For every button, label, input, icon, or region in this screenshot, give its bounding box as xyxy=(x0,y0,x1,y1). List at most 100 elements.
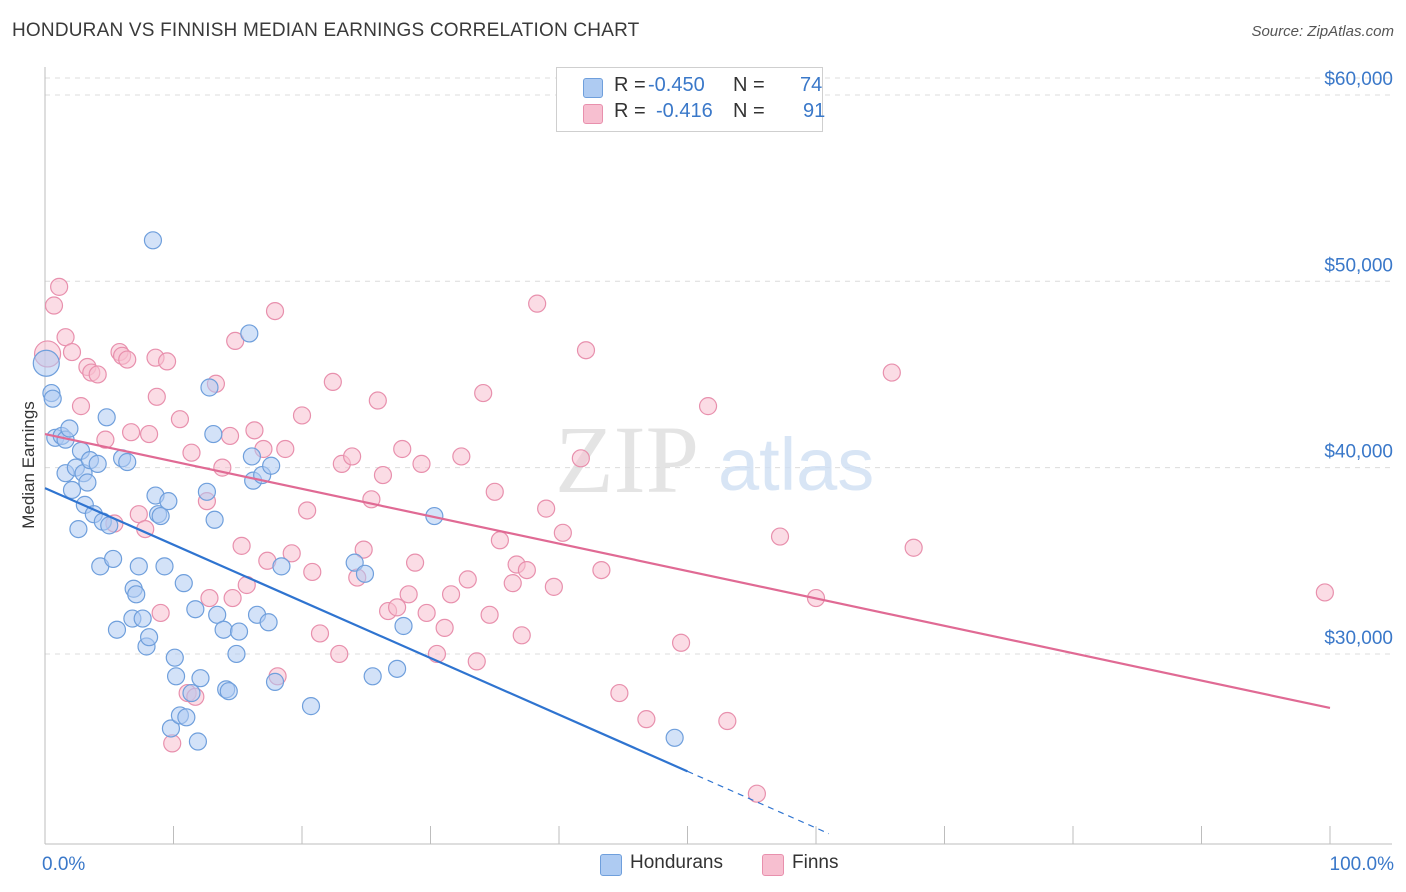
honduran-point xyxy=(219,682,238,701)
finn-point xyxy=(387,598,407,617)
x-tick-label: 100.0% xyxy=(1330,854,1395,875)
honduran-point xyxy=(104,549,123,569)
finns-trend-line xyxy=(44,432,1331,710)
finn-point xyxy=(88,365,107,384)
y-tick-label: $60,000 xyxy=(1324,69,1393,90)
y-tick-label: $50,000 xyxy=(1324,255,1393,276)
honduran-point xyxy=(107,620,127,639)
finn-point xyxy=(770,527,790,546)
finn-point xyxy=(368,391,387,410)
finn-point xyxy=(405,553,425,572)
finn-point xyxy=(50,277,69,296)
finn-point xyxy=(637,710,656,729)
finn-point xyxy=(1315,583,1334,602)
honduran-point xyxy=(166,667,186,686)
series-swatch-finns xyxy=(762,854,784,876)
finn-point xyxy=(323,372,342,391)
series-label-hondurans: Hondurans xyxy=(630,852,723,873)
legend-n-value-hondurans: 74 xyxy=(800,74,823,96)
honduran-point xyxy=(133,609,152,628)
finn-point xyxy=(458,570,477,589)
watermark-atlas: atlas xyxy=(718,423,874,506)
finn-point xyxy=(62,342,82,362)
honduran-point xyxy=(259,613,278,632)
correlation-legend: R = -0.450 N = 74 R = -0.416 N = 91 xyxy=(556,67,826,132)
honduran-point xyxy=(32,349,60,377)
honduran-point xyxy=(161,719,181,738)
finn-point xyxy=(592,560,611,580)
finn-point xyxy=(399,585,418,604)
honduran-point xyxy=(129,557,148,576)
honduran-point xyxy=(262,456,281,475)
source-credit: Source: ZipAtlas.com xyxy=(1251,23,1394,40)
finn-point xyxy=(71,397,91,416)
honduran-point xyxy=(182,683,201,703)
finn-point xyxy=(490,531,509,550)
series-label-finns: Finns xyxy=(792,852,839,873)
legend-swatch-finns xyxy=(583,104,603,124)
legend-swatch-hondurans xyxy=(583,78,603,98)
finn-point xyxy=(544,577,563,596)
honduran-point xyxy=(43,389,62,408)
finn-point xyxy=(571,449,590,468)
finn-point xyxy=(474,383,493,403)
finn-point xyxy=(441,585,461,604)
finn-point xyxy=(139,424,159,444)
finn-point xyxy=(467,652,486,671)
finn-point xyxy=(435,618,454,637)
finn-point xyxy=(223,588,242,608)
finns-points xyxy=(33,277,1334,803)
chart-title: HONDURAN VS FINNISH MEDIAN EARNINGS CORR… xyxy=(12,20,640,41)
finn-point xyxy=(417,603,436,623)
finn-point xyxy=(292,406,312,425)
finn-point xyxy=(485,482,504,501)
finn-point xyxy=(276,439,295,459)
honduran-point xyxy=(205,510,224,529)
finn-point xyxy=(480,605,499,624)
finn-point xyxy=(96,430,115,449)
honduran-point xyxy=(127,585,146,604)
honduran-point xyxy=(151,506,170,526)
honduran-point xyxy=(165,648,184,667)
finn-point xyxy=(265,301,285,321)
honduran-point xyxy=(62,480,82,500)
honduran-point xyxy=(118,452,137,472)
honduran-point xyxy=(174,574,193,593)
honduran-point xyxy=(78,473,97,492)
hondurans-trend-line xyxy=(44,487,688,773)
honduran-point xyxy=(214,620,233,639)
finn-point xyxy=(503,574,522,593)
finn-point xyxy=(200,588,219,608)
honduran-point xyxy=(272,557,291,576)
legend-r-label: R = xyxy=(614,74,646,96)
honduran-point xyxy=(60,419,79,438)
honduran-point xyxy=(143,231,163,250)
finn-point xyxy=(118,350,137,369)
hondurans-trend-extension xyxy=(687,770,830,835)
finn-point xyxy=(182,443,201,462)
finn-point xyxy=(512,626,531,645)
finn-point xyxy=(303,562,322,582)
honduran-point xyxy=(394,616,413,636)
legend-n-value-finns: 91 xyxy=(803,100,826,122)
finn-point xyxy=(610,683,629,703)
finn-point xyxy=(553,523,572,542)
finn-point xyxy=(576,341,596,360)
finn-point xyxy=(232,536,251,555)
hondurans-points xyxy=(32,231,684,751)
honduran-point xyxy=(177,708,196,727)
honduran-point xyxy=(265,672,285,691)
honduran-point xyxy=(69,520,88,539)
finn-point xyxy=(718,711,737,731)
y-tick-label: $40,000 xyxy=(1324,442,1393,463)
finn-point xyxy=(44,296,64,315)
x-tick-label: 0.0% xyxy=(42,854,85,875)
finn-point xyxy=(245,421,264,440)
legend-r-value-hondurans: -0.450 xyxy=(648,74,705,96)
honduran-point xyxy=(159,492,178,511)
honduran-point xyxy=(155,557,174,576)
finn-point xyxy=(537,499,556,518)
honduran-point xyxy=(97,408,116,427)
legend-r-value-finns: -0.416 xyxy=(656,100,713,122)
